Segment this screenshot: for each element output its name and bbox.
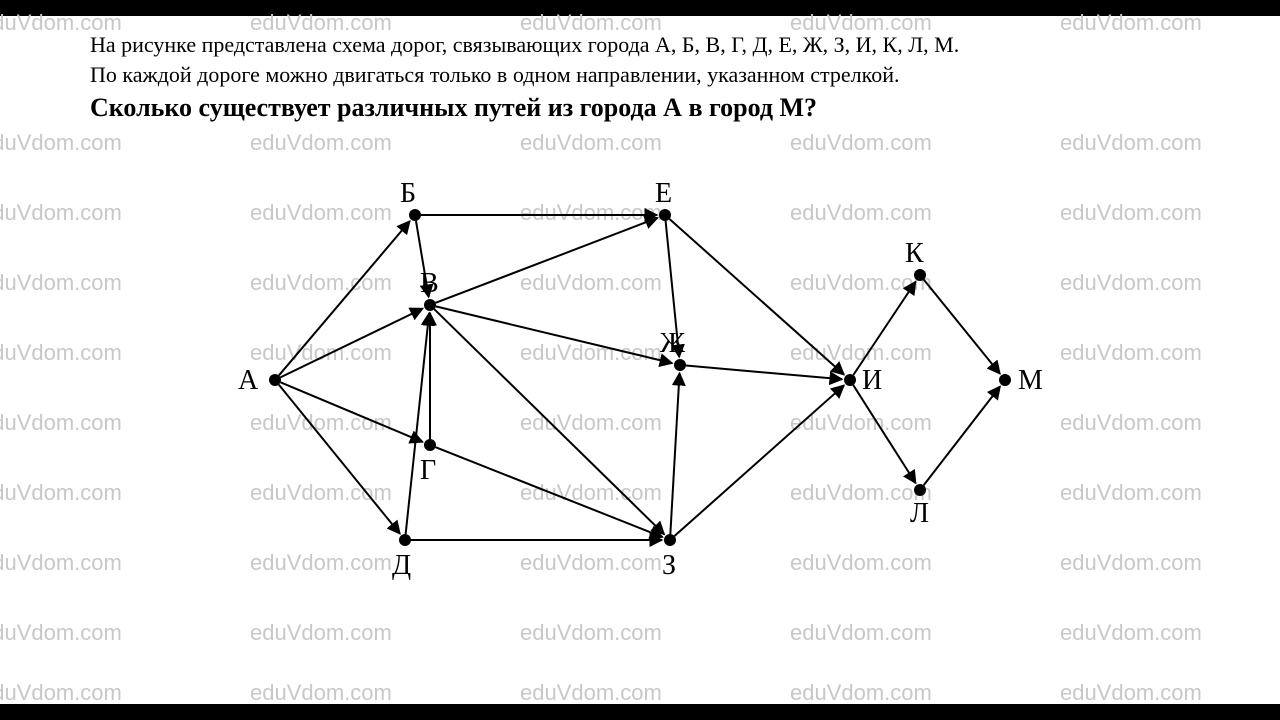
node <box>844 374 856 386</box>
node <box>424 439 436 451</box>
node <box>659 209 671 221</box>
node <box>409 209 421 221</box>
road-graph <box>0 0 1280 720</box>
node <box>999 374 1011 386</box>
node-label: М <box>1018 365 1043 397</box>
edges <box>279 215 1000 540</box>
node-label: З <box>662 550 676 582</box>
edge <box>436 306 672 363</box>
edge <box>406 313 430 534</box>
edge <box>853 385 915 483</box>
node <box>914 484 926 496</box>
edge <box>434 309 664 534</box>
edge <box>674 385 844 536</box>
node-label: Г <box>420 455 436 487</box>
edge <box>853 282 915 375</box>
node-label: Д <box>392 550 411 582</box>
node <box>424 299 436 311</box>
node-label: Ж <box>660 328 685 360</box>
edge <box>669 219 844 375</box>
edge <box>436 218 658 303</box>
edge <box>436 447 663 537</box>
node-label: А <box>238 365 258 397</box>
edge <box>924 386 1000 485</box>
node-label: И <box>862 365 882 397</box>
node <box>399 534 411 546</box>
edge <box>924 280 1000 374</box>
node-label: К <box>905 238 924 270</box>
node <box>269 374 281 386</box>
node-label: Л <box>910 498 929 530</box>
edge <box>279 221 410 375</box>
edge <box>686 366 842 380</box>
node <box>914 269 926 281</box>
edge <box>280 308 422 377</box>
node-label: В <box>420 268 439 300</box>
edge <box>670 373 679 534</box>
node <box>674 359 686 371</box>
nodes <box>269 209 1011 546</box>
node-label: Е <box>655 178 672 210</box>
node <box>664 534 676 546</box>
node-label: Б <box>400 178 416 210</box>
